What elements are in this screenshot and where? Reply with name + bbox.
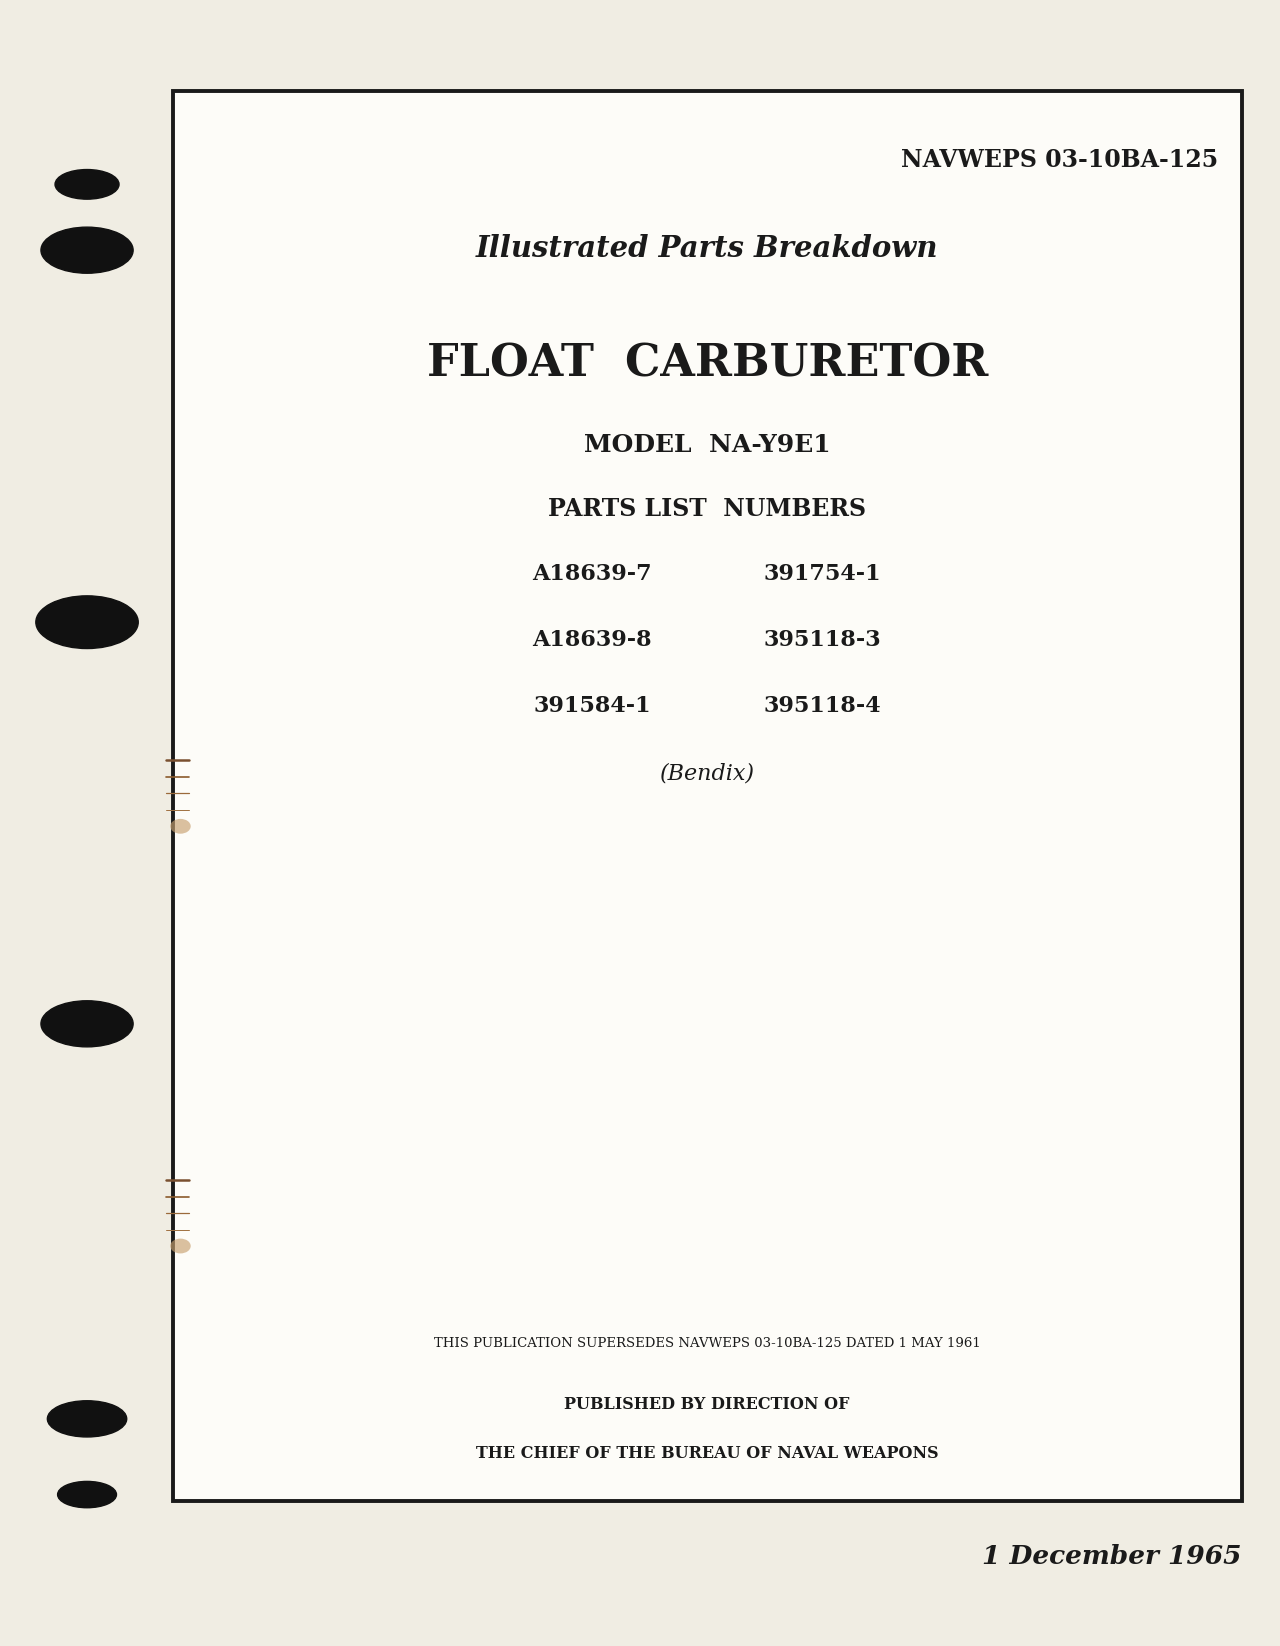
Text: PUBLISHED BY DIRECTION OF: PUBLISHED BY DIRECTION OF (564, 1396, 850, 1412)
Text: 395118-3: 395118-3 (764, 629, 881, 650)
Ellipse shape (58, 1481, 116, 1508)
Text: MODEL  NA-Y9E1: MODEL NA-Y9E1 (584, 433, 831, 458)
Text: PARTS LIST  NUMBERS: PARTS LIST NUMBERS (548, 497, 867, 522)
Ellipse shape (41, 227, 133, 273)
Ellipse shape (170, 1239, 191, 1254)
Ellipse shape (36, 596, 138, 649)
Ellipse shape (47, 1401, 127, 1437)
FancyBboxPatch shape (173, 91, 1242, 1501)
Text: Illustrated Parts Breakdown: Illustrated Parts Breakdown (476, 234, 938, 263)
Ellipse shape (41, 1001, 133, 1047)
Text: A18639-7: A18639-7 (532, 563, 652, 584)
Text: A18639-8: A18639-8 (532, 629, 652, 650)
Text: 395118-4: 395118-4 (764, 695, 881, 716)
Text: 1 December 1965: 1 December 1965 (982, 1544, 1242, 1569)
Text: FLOAT  CARBURETOR: FLOAT CARBURETOR (426, 342, 988, 385)
Text: 391754-1: 391754-1 (764, 563, 881, 584)
Ellipse shape (170, 820, 191, 835)
Text: THIS PUBLICATION SUPERSEDES NAVWEPS 03-10BA-125 DATED 1 MAY 1961: THIS PUBLICATION SUPERSEDES NAVWEPS 03-1… (434, 1337, 980, 1350)
Text: THE CHIEF OF THE BUREAU OF NAVAL WEAPONS: THE CHIEF OF THE BUREAU OF NAVAL WEAPONS (476, 1445, 938, 1462)
Text: (Bendix): (Bendix) (659, 762, 755, 783)
Text: 391584-1: 391584-1 (534, 695, 650, 716)
Ellipse shape (55, 170, 119, 199)
Text: NAVWEPS 03-10BA-125: NAVWEPS 03-10BA-125 (901, 148, 1219, 173)
